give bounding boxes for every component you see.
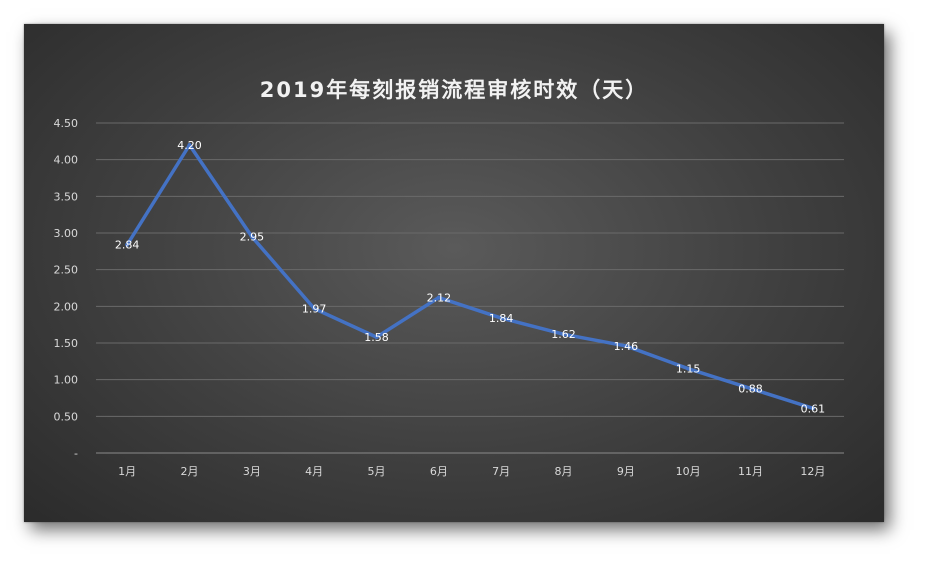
x-tick-label: 9月 bbox=[617, 465, 635, 478]
x-tick-label: 6月 bbox=[430, 465, 448, 478]
data-label: 1.58 bbox=[364, 331, 389, 344]
data-point bbox=[374, 335, 379, 340]
y-tick-label: 3.00 bbox=[54, 227, 79, 240]
x-tick-label: 3月 bbox=[243, 465, 261, 478]
data-point bbox=[249, 234, 254, 239]
y-tick-label: 3.50 bbox=[54, 190, 79, 203]
y-tick-label: 4.50 bbox=[54, 117, 79, 130]
data-label: 1.15 bbox=[676, 363, 701, 376]
chart-title: 2019年每刻报销流程审核时效（天） bbox=[259, 78, 649, 102]
y-tick-label: 0.50 bbox=[54, 410, 79, 423]
x-tick-label: 8月 bbox=[555, 465, 573, 478]
series-line bbox=[125, 143, 815, 411]
x-tick-label: 12月 bbox=[800, 465, 825, 478]
data-point bbox=[436, 295, 441, 300]
x-tick-label: 4月 bbox=[305, 465, 323, 478]
data-label: 4.20 bbox=[177, 139, 202, 152]
data-point bbox=[312, 306, 317, 311]
data-point bbox=[623, 343, 628, 348]
data-point bbox=[561, 332, 566, 337]
data-label: 1.84 bbox=[489, 312, 513, 325]
data-label: 2.84 bbox=[115, 239, 139, 252]
y-tick-label: 2.00 bbox=[54, 300, 79, 313]
data-label: 0.88 bbox=[738, 382, 763, 395]
y-tick-label: 1.50 bbox=[54, 337, 79, 350]
x-tick-label: 5月 bbox=[368, 465, 386, 478]
x-tick-label: 7月 bbox=[492, 465, 510, 478]
y-tick-label: 4.00 bbox=[54, 154, 79, 167]
x-tick-label: 11月 bbox=[738, 465, 763, 478]
data-point bbox=[125, 242, 130, 247]
data-point bbox=[686, 366, 691, 371]
chart-frame: 2019年每刻报销流程审核时效（天） - 0.50 1.00 1.50 2.00 2.50… bbox=[24, 24, 884, 522]
y-tick-label: - bbox=[74, 447, 78, 460]
data-label: 0.61 bbox=[801, 402, 826, 415]
data-point bbox=[748, 386, 753, 391]
data-point bbox=[187, 143, 192, 147]
data-label: 2.12 bbox=[427, 292, 452, 305]
line-chart: - 0.50 1.00 1.50 2.00 2.50 3.00 3.50 4.00 4.50 1月 2… bbox=[54, 117, 844, 478]
y-tick-label: 2.50 bbox=[54, 264, 79, 277]
y-tick-label: 1.00 bbox=[54, 374, 79, 387]
x-tick-label: 10月 bbox=[676, 465, 701, 478]
data-label: 2.95 bbox=[240, 231, 264, 244]
x-tick-label: 1月 bbox=[118, 465, 136, 478]
data-point bbox=[810, 406, 815, 411]
data-label: 1.97 bbox=[302, 303, 327, 316]
data-label: 1.62 bbox=[551, 328, 576, 341]
x-tick-label: 2月 bbox=[181, 465, 199, 478]
data-point bbox=[499, 316, 504, 321]
data-label: 1.46 bbox=[614, 340, 639, 353]
